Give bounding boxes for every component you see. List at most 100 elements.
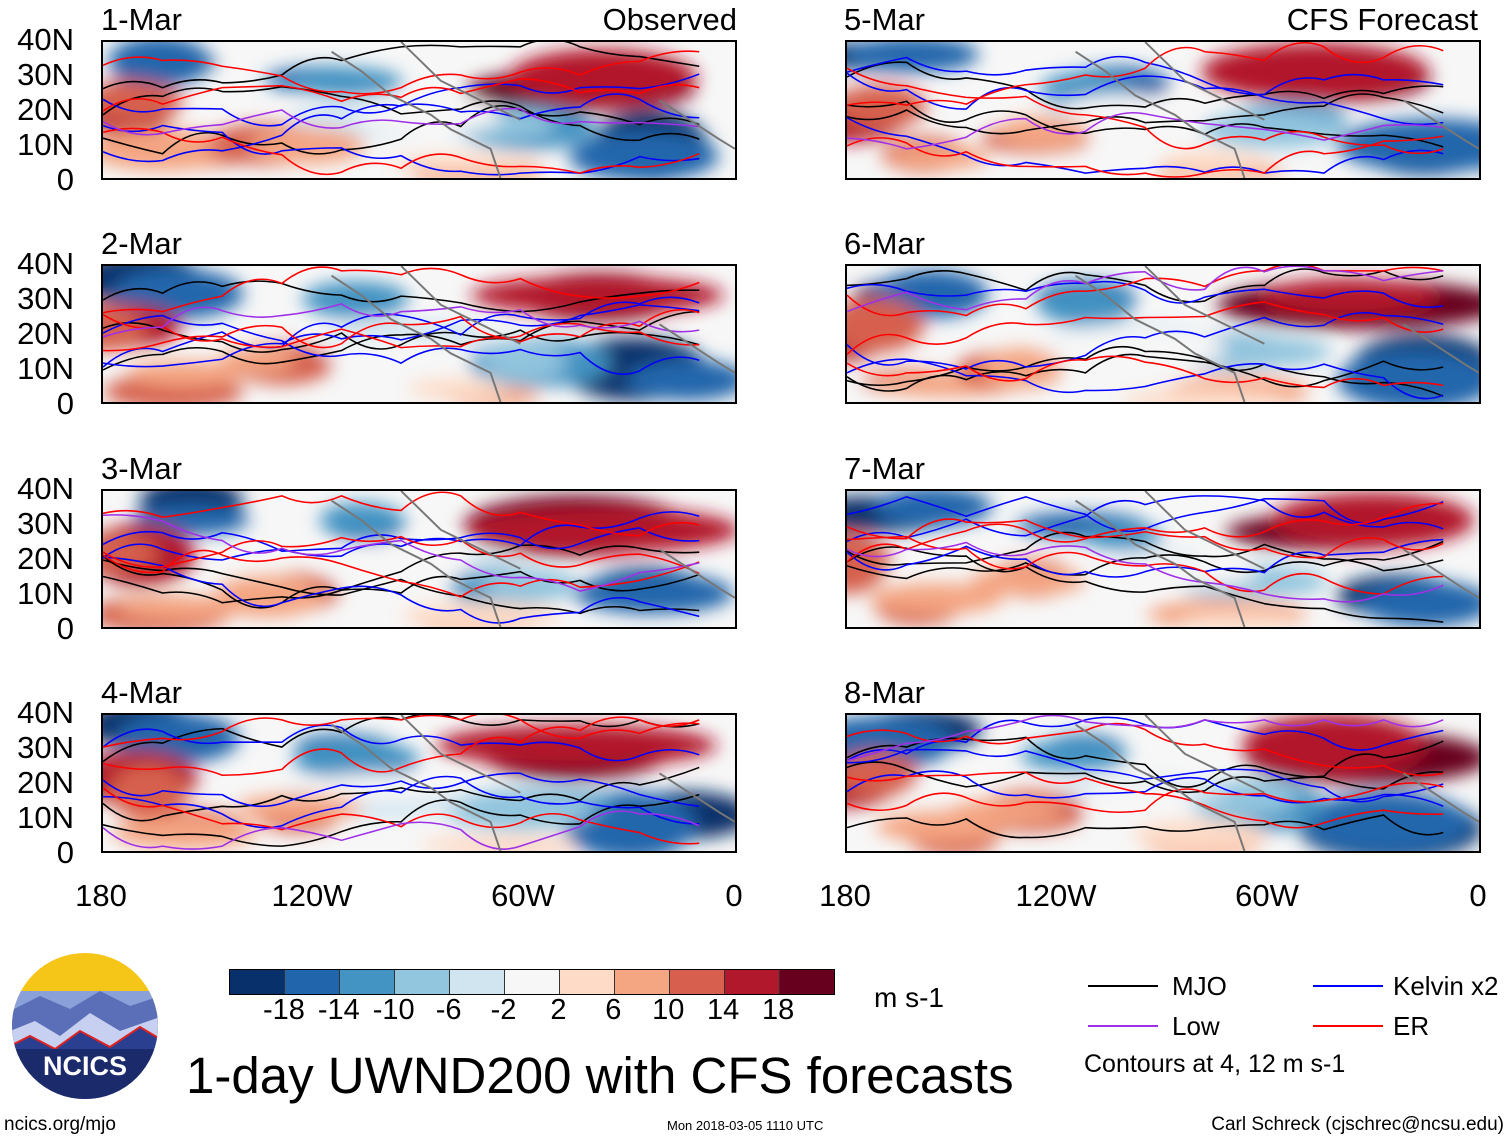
y-tick-label: 20N [17, 765, 74, 800]
mjo-contour [847, 736, 1444, 790]
colorbar-swatch [395, 970, 450, 994]
footer-timestamp: Mon 2018-03-05 1110 UTC [667, 1118, 824, 1133]
colorbar-swatch [230, 970, 285, 994]
y-tick-label: 10N [17, 800, 74, 835]
x-tick-label: 60W [491, 878, 555, 913]
low-contour [103, 107, 700, 136]
er-contour [847, 722, 1444, 777]
coastline [331, 266, 735, 402]
colorbar-swatch [615, 970, 670, 994]
y-tick-label: 0 [56, 162, 74, 197]
colorbar-label: 14 [707, 994, 740, 1026]
kelvin-contour [847, 495, 1444, 543]
mjo-contour [847, 814, 1444, 839]
er-contour [103, 716, 700, 777]
coastline [331, 491, 735, 627]
er-contour [103, 787, 700, 845]
kelvin-legend-line [1313, 985, 1383, 987]
contour-note: Contours at 4, 12 m s-1 [1084, 1050, 1346, 1078]
mjo-contour [847, 268, 1444, 303]
legend-mjo: MJO [1172, 971, 1227, 1001]
coastline [1075, 42, 1479, 178]
mjo-contour [847, 546, 1444, 623]
colorbar-swatch [560, 970, 615, 994]
mjo-contour [847, 540, 1444, 580]
x-tick-label: 120W [271, 878, 353, 913]
mjo-contour [103, 42, 700, 90]
x-tick-label: 180 [75, 878, 127, 913]
panel-title: 5-Mar [844, 2, 925, 37]
mjo-contour [103, 322, 700, 353]
kelvin-contour [847, 538, 1444, 578]
er-contour [847, 518, 1444, 559]
low-contour [847, 715, 1444, 762]
y-tick-label: 40N [17, 695, 74, 730]
y-tick-label: 10N [17, 127, 74, 162]
er-contour [103, 50, 700, 95]
er-contour [103, 535, 700, 575]
er-contour [847, 301, 1444, 355]
colorbar-label: 2 [550, 994, 567, 1026]
kelvin-contour [103, 73, 700, 163]
mjo-contour [103, 280, 700, 313]
panel-title: 4-Mar [101, 675, 182, 710]
er-contour [847, 502, 1444, 563]
er-contour [103, 266, 700, 314]
er-contour [103, 127, 700, 176]
coastline [1075, 491, 1479, 627]
y-tick-label: 40N [17, 246, 74, 281]
footer-author: Carl Schreck (cjschrec@ncsu.edu) [1211, 1114, 1504, 1135]
y-tick-label: 0 [56, 386, 74, 421]
colorbar-label: -6 [435, 994, 462, 1026]
x-tick-label: 120W [1015, 878, 1097, 913]
mjo-legend-line [1088, 985, 1158, 987]
coastline [1075, 266, 1479, 402]
figure-title: 1-day UWND200 with CFS forecasts [186, 1047, 1014, 1104]
colorbar-swatch [780, 970, 834, 994]
mjo-contour [847, 61, 1444, 110]
er-contour [847, 782, 1444, 813]
kelvin-contour [847, 496, 1444, 532]
kelvin-contour [847, 72, 1444, 126]
kelvin-contour [847, 748, 1444, 803]
map-panel [101, 264, 737, 404]
legend-kelvin: Kelvin x2 [1393, 971, 1499, 1001]
low-contour [847, 541, 1444, 603]
kelvin-contour [103, 304, 700, 368]
er-contour [103, 491, 700, 537]
forecast-header: CFS Forecast [1286, 2, 1478, 37]
legend-low: Low [1172, 1011, 1220, 1041]
mjo-contour [847, 531, 1444, 572]
er-contour [103, 549, 700, 598]
mjo-contour [103, 105, 700, 155]
logo-text: NCICS [43, 1051, 127, 1081]
y-tick-label: 30N [17, 506, 74, 541]
colorbar-units: m s-1 [874, 982, 944, 1013]
coastline [331, 715, 735, 851]
y-tick-label: 30N [17, 281, 74, 316]
er-contour [847, 535, 1444, 595]
colorbar-swatch [340, 970, 395, 994]
low-legend-line [1088, 1025, 1158, 1027]
colorbar-swatch [450, 970, 505, 994]
mjo-contour [103, 559, 700, 615]
low-contour [103, 303, 700, 338]
y-tick-label: 0 [56, 835, 74, 870]
er-contour [847, 42, 1444, 106]
x-tick-label: 0 [1469, 878, 1487, 913]
coastline [1075, 715, 1479, 851]
kelvin-contour [103, 772, 700, 808]
colorbar [229, 969, 835, 995]
observed-header: Observed [602, 2, 737, 37]
map-panel [845, 40, 1481, 180]
y-tick-label: 40N [17, 22, 74, 57]
kelvin-contour [847, 312, 1444, 370]
er-contour [103, 715, 700, 748]
panel-title: 7-Mar [844, 451, 925, 486]
kelvin-contour [103, 775, 700, 829]
mjo-contour [103, 766, 700, 822]
map-panel [101, 489, 737, 629]
map-panel [101, 713, 737, 853]
colorbar-label: 6 [605, 994, 622, 1026]
